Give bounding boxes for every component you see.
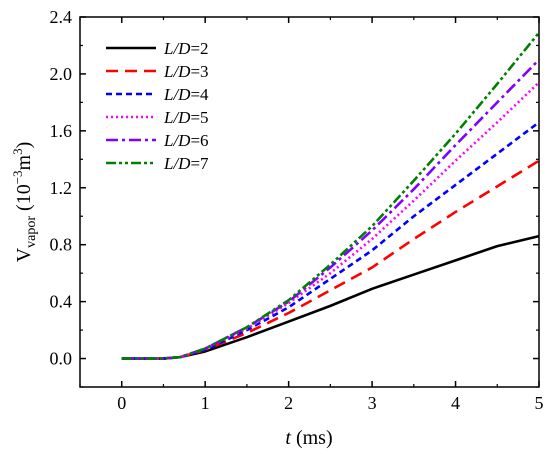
- plot-frame: [79, 16, 540, 388]
- series-line-ld7: [121, 31, 541, 360]
- y-tick-label: 2.4: [50, 7, 73, 27]
- legend-label: L/D=3: [163, 62, 209, 81]
- series-line-ld3: [121, 159, 540, 360]
- legend: L/D=2 L/D=3 L/D=4 L/D=5 L/D=6 L/D=7: [106, 39, 209, 173]
- legend-label: L/D=5: [163, 108, 209, 127]
- series-line-ld2: [121, 234, 540, 360]
- x-tick-label: 2: [284, 393, 293, 413]
- legend-label: L/D=6: [163, 131, 209, 150]
- axis-ticks: 0 1 2 3 4 5 0.0 0.4 0.8 1.2 1.6 2.0 2.4: [50, 7, 544, 413]
- legend-label: L/D=2: [163, 39, 209, 58]
- x-tick-label: 4: [451, 393, 460, 413]
- y-axis-title: Vvapor (10−3m3): [10, 142, 39, 263]
- x-axis-title: t (ms): [285, 427, 332, 449]
- legend-label: L/D=7: [163, 154, 209, 173]
- y-tick-label: 1.6: [50, 121, 73, 141]
- y-tick-label: 0.4: [50, 292, 73, 312]
- x-tick-label: 5: [535, 393, 544, 413]
- x-tick-label: 0: [117, 393, 126, 413]
- plot-area: [121, 31, 541, 360]
- x-tick-label: 3: [368, 393, 377, 413]
- y-tick-label: 0.0: [50, 349, 73, 369]
- y-tick-label: 1.2: [50, 178, 73, 198]
- y-tick-label: 2.0: [50, 64, 73, 84]
- y-tick-label: 0.8: [50, 235, 73, 255]
- series-line-ld6: [121, 58, 540, 360]
- x-tick-label: 1: [201, 393, 210, 413]
- legend-label: L/D=4: [163, 85, 209, 104]
